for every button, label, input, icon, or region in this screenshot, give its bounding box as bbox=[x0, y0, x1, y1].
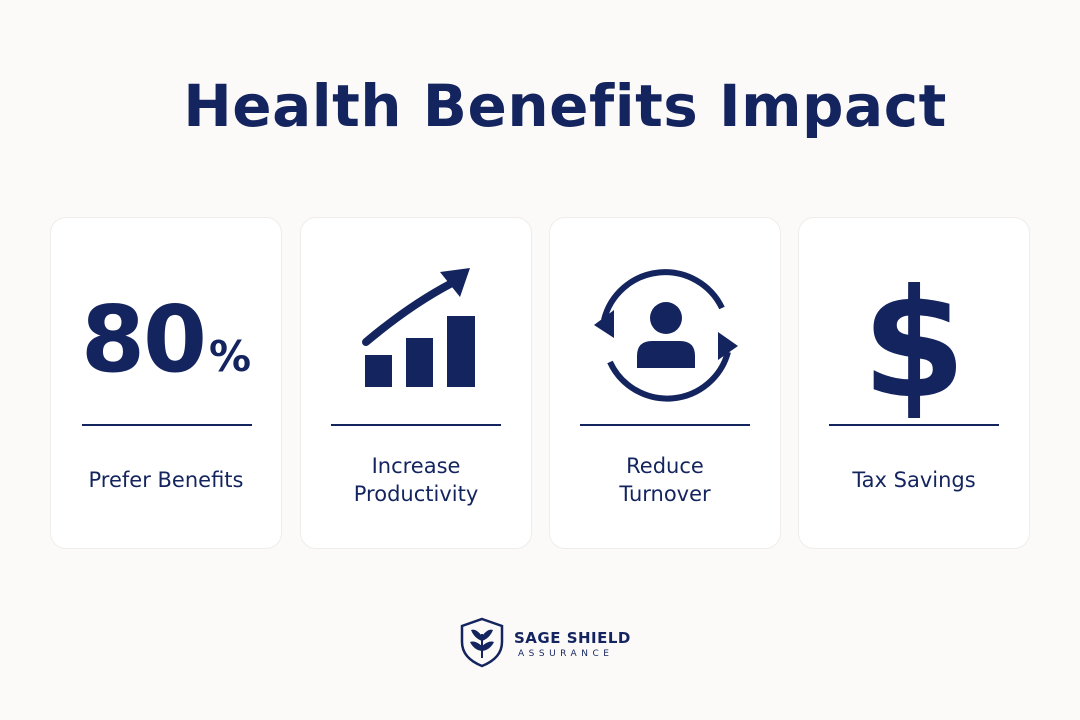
card-label: Reduce Turnover bbox=[619, 454, 711, 506]
icon-head bbox=[650, 302, 682, 334]
logo-name: SAGE SHIELD bbox=[514, 629, 631, 647]
stat-number: 80 bbox=[80, 286, 207, 393]
icon-body bbox=[637, 341, 695, 368]
dollar-icon: $ bbox=[861, 258, 967, 432]
logo-tagline: ASSURANCE bbox=[518, 649, 614, 659]
icon-arc bbox=[607, 351, 731, 402]
card-label: Tax Savings bbox=[852, 468, 976, 492]
stat: 80% bbox=[51, 286, 281, 393]
title: Health Benefits Impact bbox=[183, 72, 947, 140]
icon-bar bbox=[406, 338, 433, 387]
icon-arrowhead bbox=[718, 332, 738, 360]
growth-icon bbox=[362, 268, 475, 387]
card: Reduce Turnover bbox=[549, 217, 781, 549]
icon-arc bbox=[601, 269, 725, 321]
card: 80% Prefer Benefits bbox=[50, 217, 282, 549]
icon-bar bbox=[365, 355, 392, 387]
logo-mark bbox=[460, 617, 504, 668]
logo-leaves bbox=[470, 629, 494, 651]
icon-arrow bbox=[362, 279, 456, 346]
stat-suffix: % bbox=[208, 332, 252, 381]
card-label: Prefer Benefits bbox=[88, 468, 244, 492]
card: $ Tax Savings bbox=[798, 217, 1030, 549]
card-label: Increase Productivity bbox=[353, 454, 479, 506]
turnover-icon bbox=[594, 269, 738, 402]
icon-bar bbox=[447, 316, 475, 387]
icon-arrowhead bbox=[594, 310, 614, 338]
icon-arrowhead bbox=[440, 268, 470, 297]
logo-shield bbox=[460, 617, 504, 668]
